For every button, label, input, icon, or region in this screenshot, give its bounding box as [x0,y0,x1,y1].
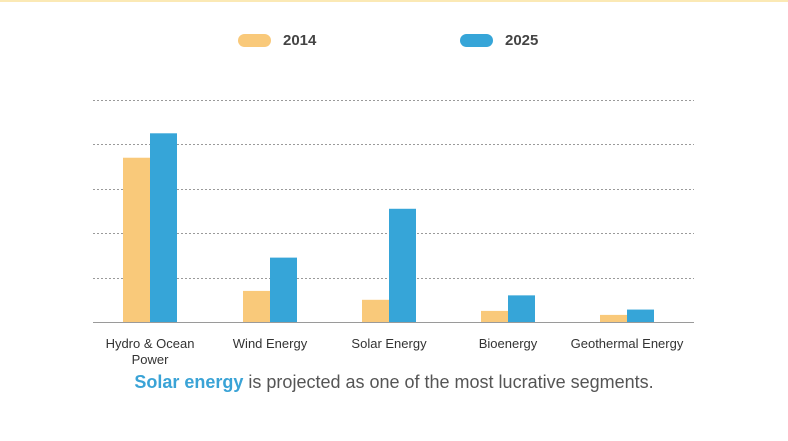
legend-swatch-2014 [238,33,271,47]
legend-label-2025: 2025 [505,31,539,49]
category-label-3: Bioenergy [479,336,538,351]
bar-2025-3 [508,295,535,322]
legend-item-2014: 2014 [238,31,316,49]
category-label-0: Hydro & Ocean Power [106,336,195,367]
bar-2014-4 [600,314,627,322]
category-label-line: Bioenergy [479,336,538,351]
category-label-line: Hydro & Ocean [106,336,195,351]
category-label-4: Geothermal Energy [571,336,684,351]
category-label-line: Power [132,352,170,367]
bar-2025-1 [270,257,297,322]
chart-caption: Solar energy is projected as one of the … [0,372,788,393]
bar-2025-4 [627,309,654,322]
caption-text: is projected as one of the most lucrativ… [243,372,654,392]
category-label-2: Solar Energy [351,336,427,351]
category-label-line: Geothermal Energy [571,336,684,351]
category-label-1: Wind Energy [233,336,308,351]
bar-2025-2 [389,208,416,322]
bar-2014-3 [481,310,508,322]
legend-item-2025: 2025 [460,31,538,49]
bar-2014-1 [243,290,270,322]
bar-2025-0 [150,133,177,322]
category-label-line: Wind Energy [233,336,308,351]
bar-2014-0 [123,157,150,322]
bar-chart: Hydro & Ocean Power Wind Energy Solar Energ… [93,100,694,367]
legend-swatch-2025 [460,33,493,47]
category-label-line: Solar Energy [351,336,427,351]
bar-2014-2 [362,299,389,322]
legend-label-2014: 2014 [283,31,317,49]
caption-highlight: Solar energy [134,372,244,392]
top-border-line [0,0,788,2]
